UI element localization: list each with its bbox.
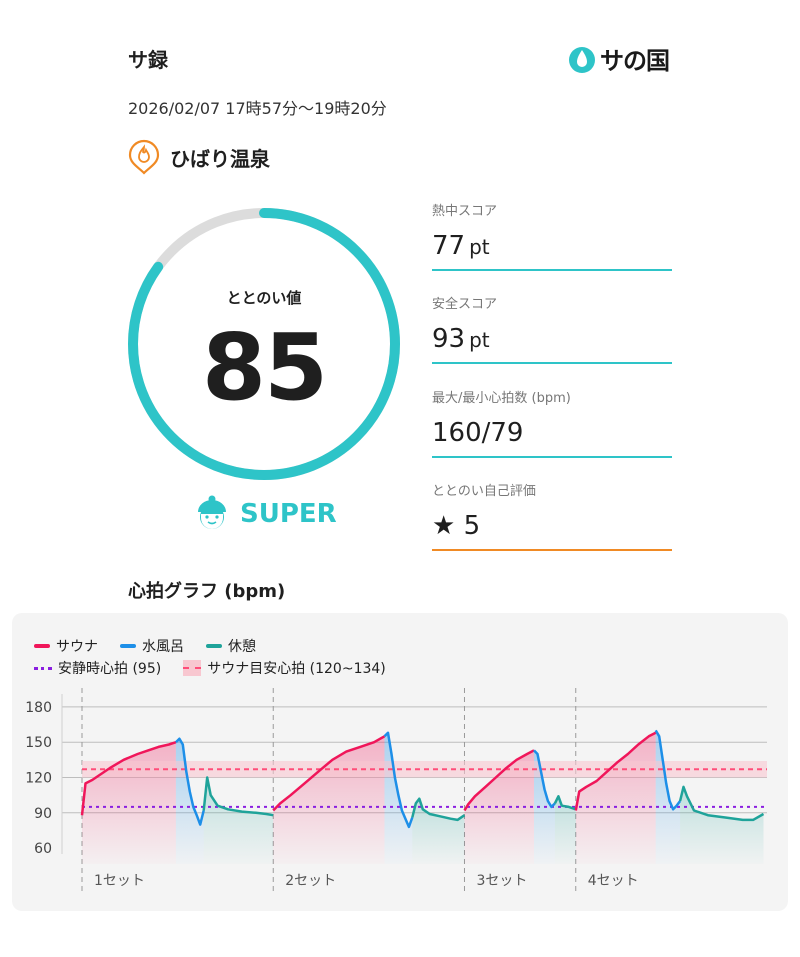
stat-heart-rate: 最大/最小心拍数 (bpm) 160/79: [432, 387, 672, 458]
sauna-series-area: [464, 750, 534, 864]
legend-sauna: サウナ: [34, 636, 98, 656]
stat-value: 77: [432, 231, 466, 261]
level-badge: SUPER: [194, 494, 337, 534]
stat-value: 93: [432, 324, 466, 354]
rest-series-area: [203, 777, 274, 864]
stat-self-rating[interactable]: ととのい自己評価 ★ 5: [432, 480, 672, 551]
stat-value: 160/79: [432, 418, 524, 448]
legend-resting-hr: 安静時心拍 (95): [34, 658, 161, 678]
rest-series-line: [553, 795, 577, 811]
session-date-range: 2026/02/07 17時57分〜19時20分: [128, 99, 387, 118]
brand-name: サの国: [600, 47, 670, 75]
level-text: SUPER: [240, 499, 337, 529]
water-series-line: [383, 731, 414, 829]
divider: [432, 362, 672, 364]
legend-row-1: サウナ 水風呂 休憩: [34, 636, 256, 656]
y-tick-label: 180: [25, 700, 52, 716]
legend-target: サウナ目安心拍 (120~134): [183, 658, 386, 678]
divider: [432, 269, 672, 271]
set-label: 3セット: [476, 873, 527, 889]
water-series-area: [175, 738, 204, 864]
sauna-series-line: [574, 731, 657, 811]
stat-unit: pt: [469, 235, 490, 259]
rating-value: ★ 5: [432, 511, 481, 541]
legend-label: サウナ目安心拍 (120~134): [207, 661, 386, 677]
water-series-line: [533, 749, 556, 809]
y-tick-label: 90: [34, 806, 52, 822]
y-tick-label: 150: [25, 735, 52, 751]
legend-swatch: [183, 660, 202, 676]
stat-unit: pt: [469, 328, 490, 352]
legend-label: サウナ: [56, 639, 98, 655]
facility[interactable]: ひばり温泉: [128, 139, 270, 175]
rest-series-line: [411, 797, 466, 822]
sauna-series-line: [463, 749, 535, 812]
water-series-line: [654, 729, 682, 811]
y-tick-label: 60: [34, 841, 52, 857]
rest-series-area: [412, 798, 465, 864]
legend-swatch: [120, 644, 136, 648]
set-label: 1セット: [94, 873, 145, 889]
water-drop-icon: [569, 46, 595, 73]
rest-series-line: [202, 776, 274, 817]
brand-logo: サの国: [568, 41, 670, 76]
legend-label: 休憩: [228, 639, 256, 655]
legend-rest: 休憩: [206, 636, 256, 656]
divider: [432, 549, 672, 551]
rest-series-line: [678, 785, 765, 822]
legend-label: 水風呂: [142, 639, 184, 655]
stat-label: 最大/最小心拍数 (bpm): [432, 391, 571, 406]
totonoi-value: 85: [201, 314, 328, 421]
totonoi-gauge: [128, 208, 400, 480]
rest-series-area: [554, 796, 576, 864]
gauge-progress-arc: [128, 208, 400, 480]
heart-rate-chart: 180 150 120 90 60 1セット 2セット 3セット 4セット: [25, 688, 767, 891]
sauna-series-area: [273, 736, 385, 864]
sauna-series-area: [82, 742, 176, 864]
sauna-series-area: [575, 732, 656, 864]
helmet-face-icon: [198, 495, 226, 529]
stat-label: ととのい自己評価: [432, 484, 536, 499]
legend-water: 水風呂: [120, 636, 184, 656]
set-label: 2セット: [285, 873, 336, 889]
legend-swatch: [34, 644, 50, 648]
stat-label: 安全スコア: [432, 297, 498, 312]
legend-swatch: [206, 644, 222, 648]
sauna-series-line: [80, 741, 177, 816]
stat-label: 熱中スコア: [432, 204, 498, 219]
set-label: 4セット: [588, 873, 639, 889]
graph-title: 心拍グラフ (bpm): [128, 581, 286, 602]
water-series-line: [175, 737, 205, 826]
legend-label: 安静時心拍 (95): [58, 661, 162, 677]
legend-swatch: [34, 666, 52, 670]
legend-row-2: 安静時心拍 (95) サウナ目安心拍 (120~134): [34, 658, 386, 678]
rest-series-area: [680, 786, 764, 864]
sauna-series-line: [272, 735, 386, 812]
flame-pin-icon: [128, 139, 160, 175]
divider: [432, 456, 672, 458]
y-tick-label: 120: [25, 771, 52, 787]
facility-name: ひばり温泉: [170, 146, 270, 171]
totonoi-label: ととのい値: [226, 289, 302, 307]
page-title: サ録: [128, 48, 168, 72]
stat-safety-score: 安全スコア 93 pt: [432, 293, 672, 364]
stat-heat-score: 熱中スコア 77 pt: [432, 200, 672, 271]
